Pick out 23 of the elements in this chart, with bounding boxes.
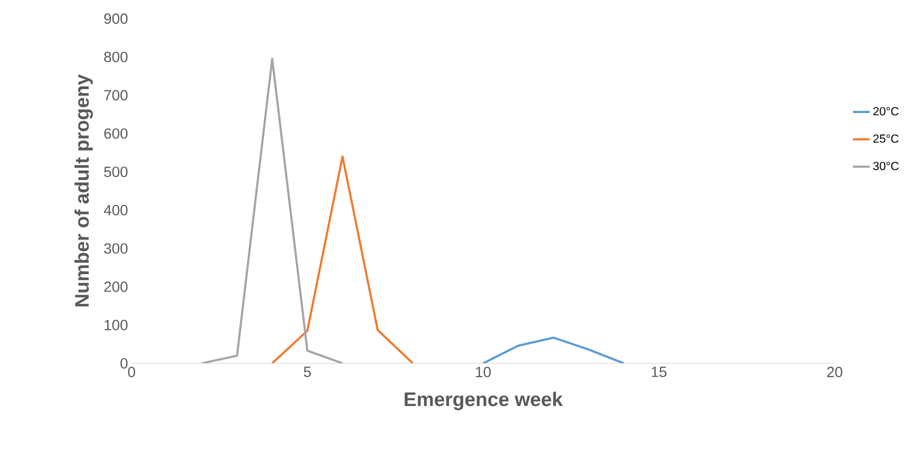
x-tick-label: 20 <box>827 366 842 377</box>
x-tick-label: 5 <box>304 366 311 377</box>
x-axis-title: Emergence week <box>404 392 563 410</box>
x-tick-label: 0 <box>128 366 136 377</box>
y-axis-title: Number of adult progeny <box>74 74 93 306</box>
legend-label: 30°C <box>873 162 899 170</box>
y-tick-label: 0 <box>120 358 128 368</box>
x-tick-label: 10 <box>476 366 491 377</box>
y-tick-label: 800 <box>104 52 128 62</box>
y-tick-label: 900 <box>104 13 128 24</box>
line-series <box>200 58 344 364</box>
y-tick-label: 200 <box>104 281 128 292</box>
y-tick-label: 600 <box>104 128 128 139</box>
y-tick-label: 100 <box>104 320 128 330</box>
y-tick-label: 400 <box>104 204 128 216</box>
x-tick-label: 15 <box>652 366 666 377</box>
line-series <box>271 155 414 364</box>
legend-label: 20°C <box>873 106 899 116</box>
line-series <box>482 336 625 364</box>
y-tick-label: 700 <box>104 90 128 100</box>
legend-label: 25°C <box>873 134 899 143</box>
y-tick-label: 300 <box>104 242 128 254</box>
y-tick-label: 500 <box>104 166 128 177</box>
